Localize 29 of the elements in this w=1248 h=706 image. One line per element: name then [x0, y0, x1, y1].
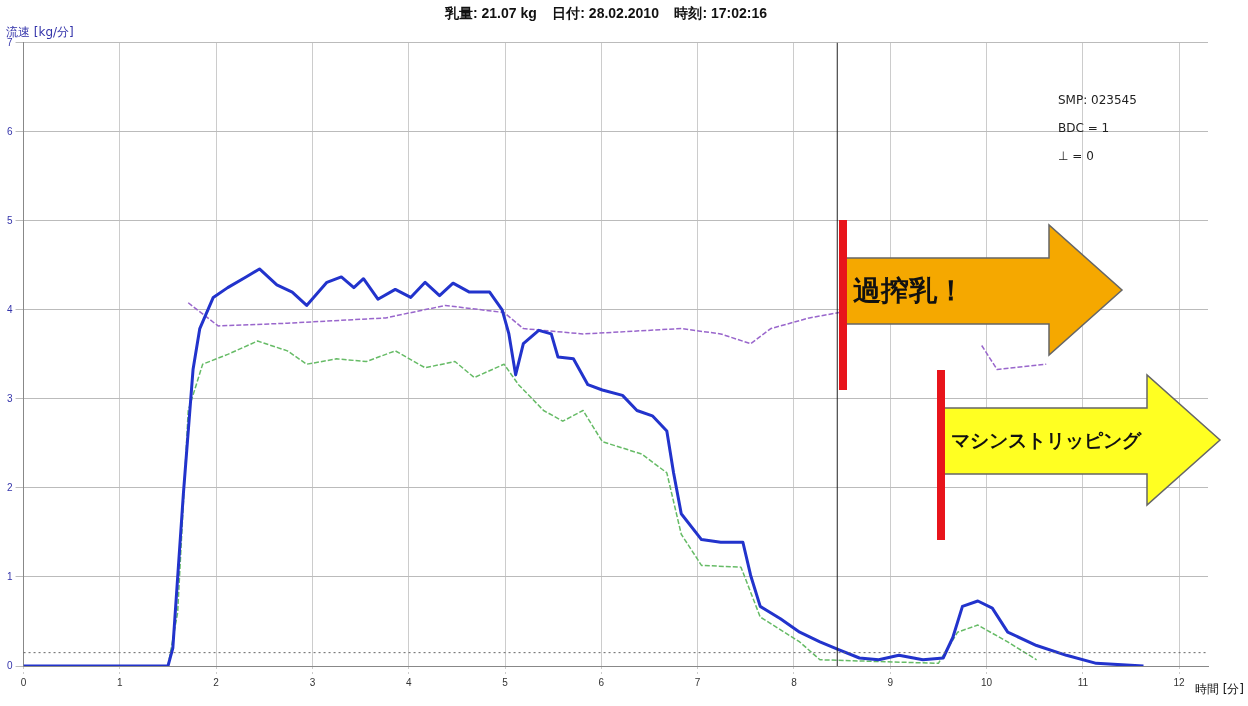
annotation: 過搾乳！ — [853, 272, 966, 309]
y-tick-label: 5 — [7, 214, 13, 226]
y-tick-label: 4 — [7, 303, 13, 315]
annotation: BDC = 1 — [1058, 120, 1110, 135]
x-tick-label: 0 — [20, 676, 27, 688]
y-tick-label: 7 — [7, 36, 13, 48]
annotation: マシンストリッピング — [951, 427, 1142, 453]
x-axis-title: 時間 [分] — [1194, 682, 1244, 697]
annotation: ⊥ = 0 — [1058, 148, 1094, 163]
y-tick-label: 0 — [7, 659, 13, 671]
x-tick-label: 12 — [1173, 676, 1186, 688]
y-axis-title: 流速 [kg/分] — [6, 24, 74, 39]
x-tick-label: 4 — [405, 676, 412, 688]
x-tick-label: 1 — [117, 676, 124, 688]
x-tick-label: 10 — [980, 676, 993, 688]
annotation: SMP: 023545 — [1058, 92, 1137, 107]
y-tick-label: 3 — [7, 392, 13, 404]
y-tick-label: 2 — [7, 481, 13, 493]
x-tick-label: 3 — [309, 676, 316, 688]
chart-title: 乳量: 21.07 kg 日付: 28.02.2010 時刻: 17:02:16 — [443, 5, 768, 22]
y-tick-label: 6 — [7, 125, 13, 137]
y-tick-label: 1 — [7, 570, 13, 582]
x-tick-label: 11 — [1077, 676, 1089, 688]
x-tick-label: 8 — [791, 676, 798, 688]
x-tick-label: 2 — [213, 676, 220, 688]
x-tick-label: 9 — [887, 676, 894, 688]
x-tick-label: 7 — [694, 676, 701, 688]
x-tick-label: 6 — [598, 676, 605, 688]
x-tick-label: 5 — [502, 676, 509, 688]
